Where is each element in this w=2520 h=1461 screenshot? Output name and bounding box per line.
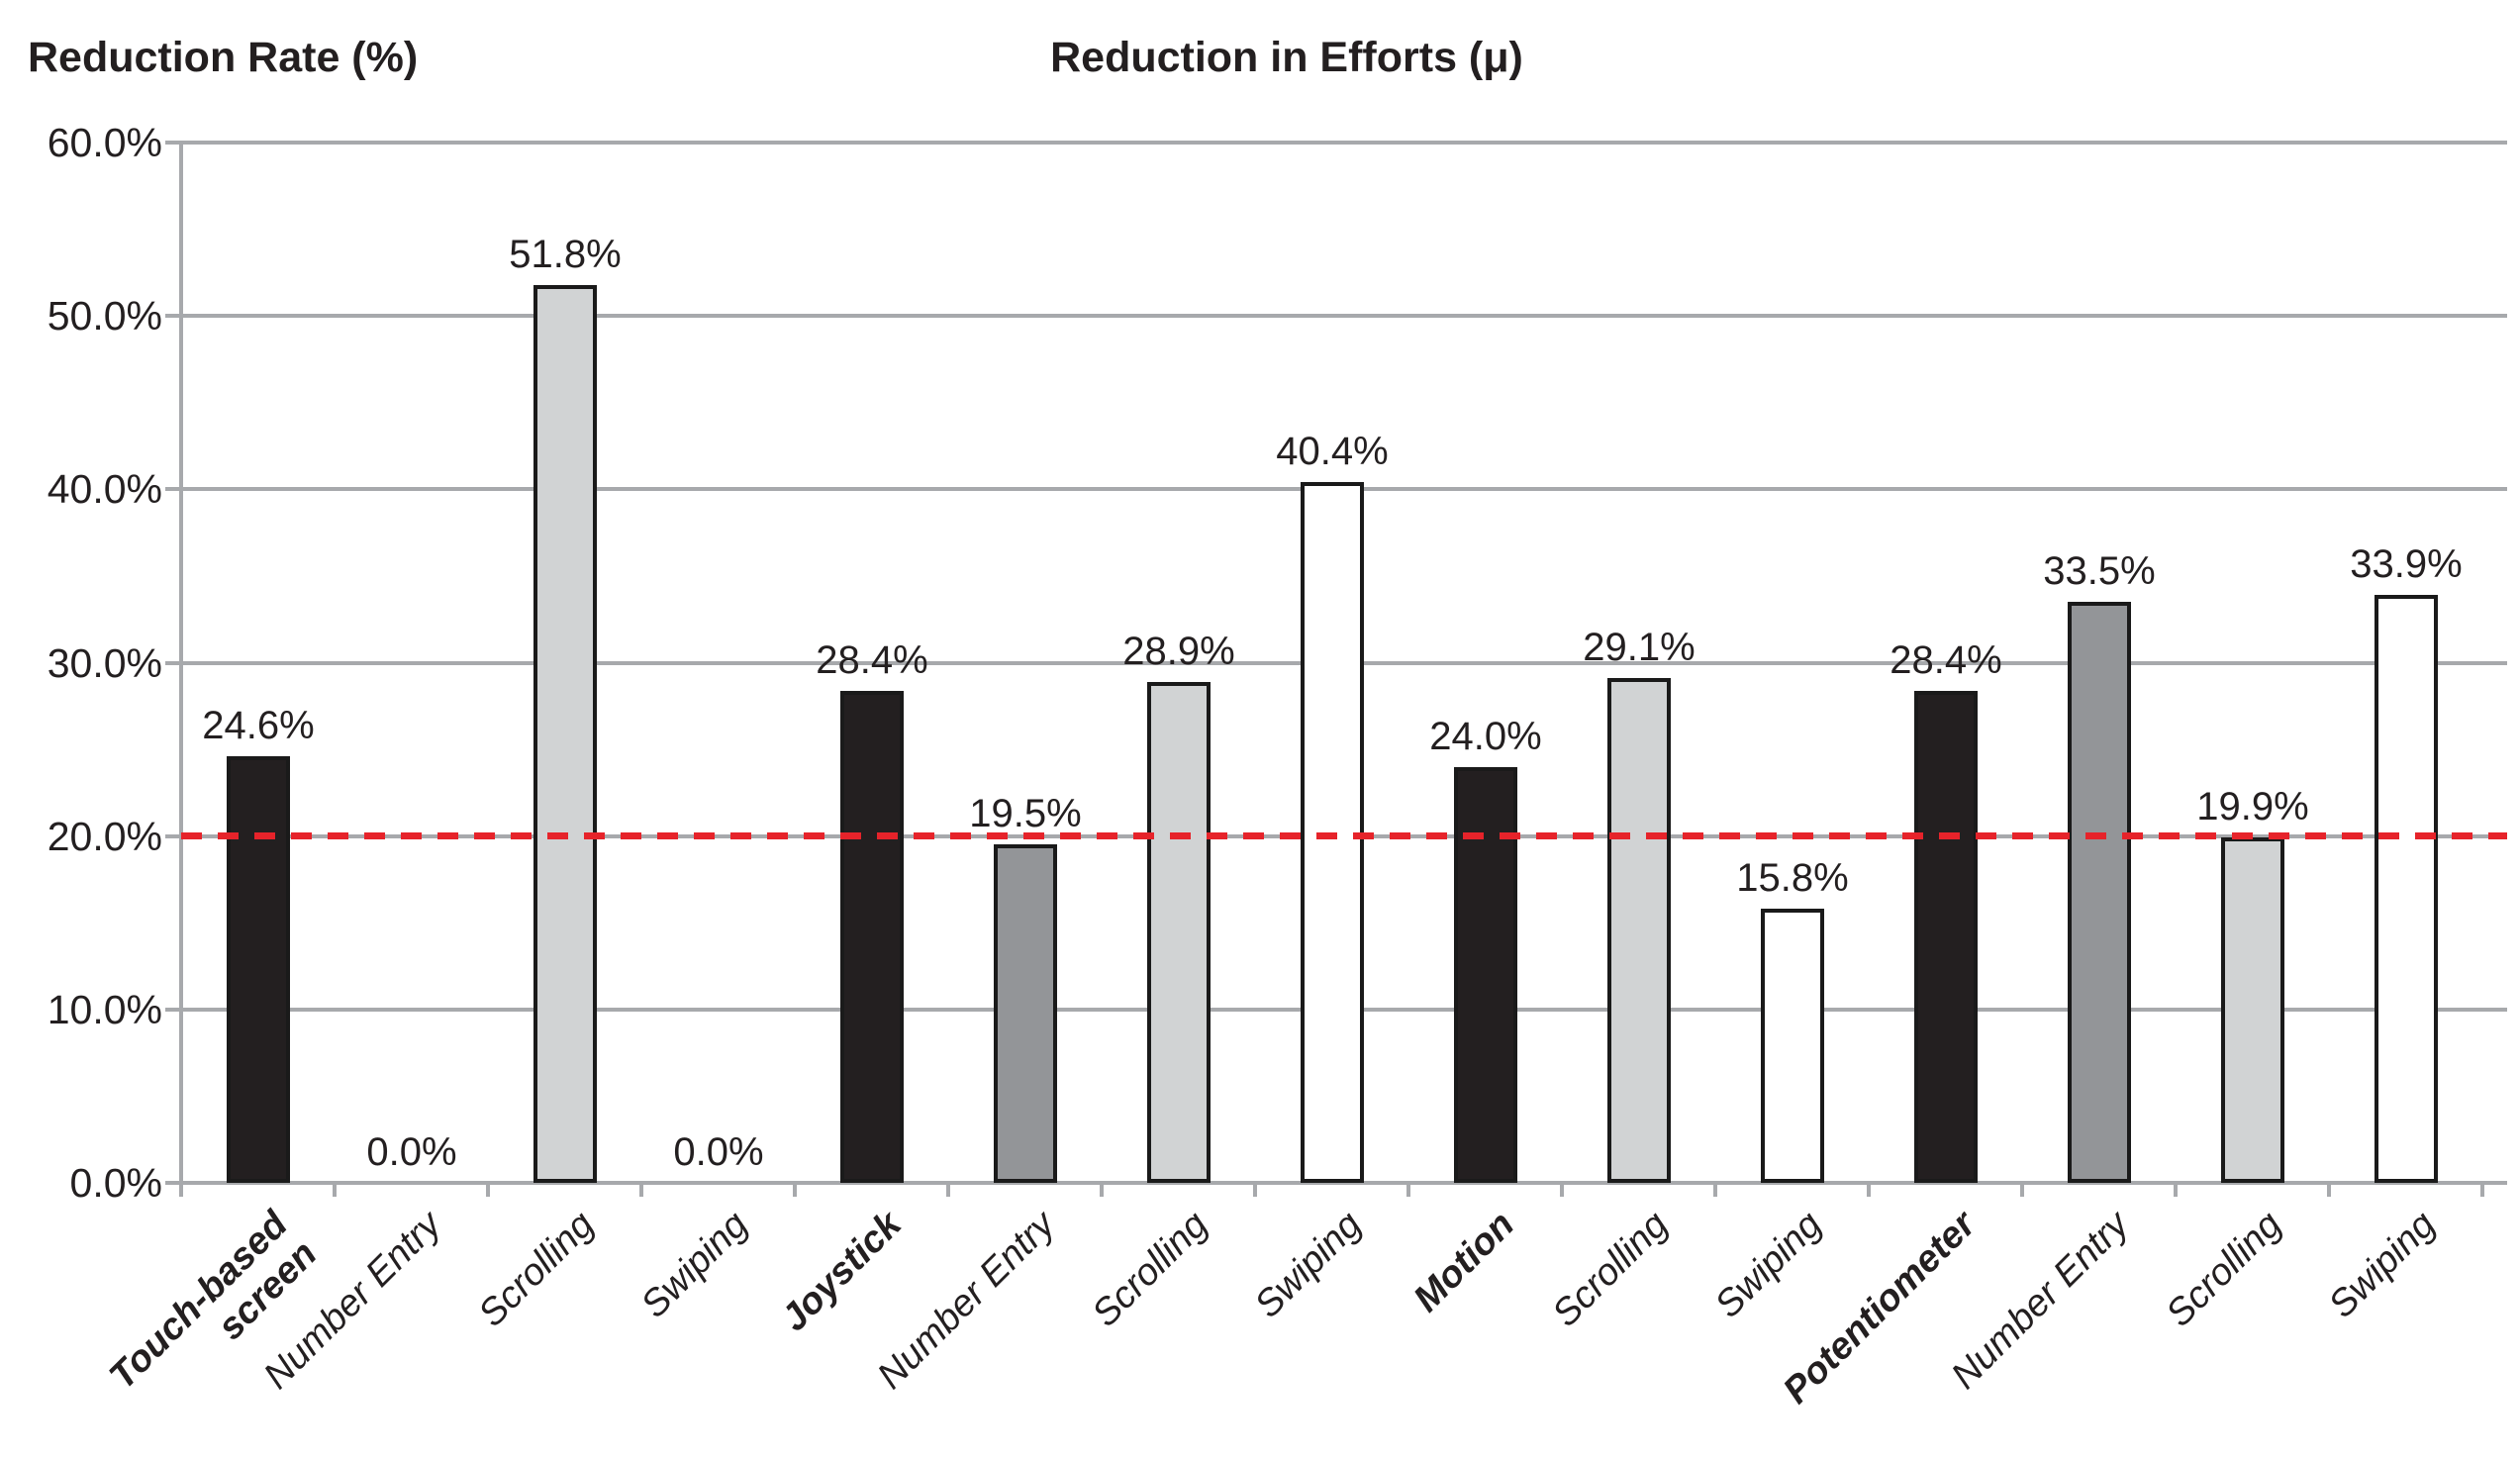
x-tick-label-anchor: Swiping: [595, 1204, 756, 1326]
y-axis-tick: [165, 1181, 181, 1185]
x-tick-label: Number Entry: [1943, 1204, 2137, 1398]
x-axis-tick: [1406, 1183, 1410, 1197]
x-axis-tick: [1713, 1183, 1717, 1197]
y-tick-label: 20.0%: [47, 814, 162, 859]
x-tick-label-anchor: Number Entry: [802, 1204, 1062, 1397]
y-tick-label: 60.0%: [47, 120, 162, 165]
x-axis-tick: [2174, 1183, 2178, 1197]
bar: [1914, 691, 1978, 1183]
bar-value-label: 33.9%: [2350, 542, 2463, 586]
bar-value-label: 0.0%: [366, 1130, 457, 1174]
gridline: [181, 1181, 2507, 1185]
bar-value-label: 19.9%: [2196, 785, 2309, 828]
x-tick-label-anchor: Swiping: [2282, 1204, 2444, 1326]
bar: [840, 691, 904, 1183]
bar: [2221, 837, 2284, 1183]
y-axis-tick: [165, 314, 181, 318]
bar: [1607, 678, 1671, 1183]
bar: [2375, 595, 2438, 1183]
x-axis-tick: [1253, 1183, 1257, 1197]
x-axis-tick: [2327, 1183, 2331, 1197]
x-tick-label-anchor: Scrolling: [429, 1204, 603, 1335]
bar: [1761, 909, 1824, 1183]
x-tick-label: Scrolling: [1084, 1204, 1216, 1335]
x-tick-label: Scrolling: [2158, 1204, 2290, 1335]
x-tick-label: Scrolling: [1544, 1204, 1677, 1335]
gridline: [181, 141, 2507, 145]
y-tick-label: 0.0%: [69, 1160, 162, 1206]
chart-title: Reduction in Efforts (μ): [1050, 34, 1523, 81]
y-tick-label: 40.0%: [47, 466, 162, 512]
bar-value-label: 28.4%: [1890, 638, 2002, 682]
x-axis-tick: [946, 1183, 950, 1197]
y-axis-tick: [165, 1008, 181, 1012]
bar-value-label: 19.5%: [969, 792, 1082, 835]
x-tick-label: Swiping: [2320, 1204, 2444, 1326]
x-axis-tick: [333, 1183, 337, 1197]
bar: [994, 844, 1057, 1183]
x-axis-tick: [486, 1183, 490, 1197]
bar-value-label: 24.6%: [202, 704, 315, 747]
y-axis-line: [179, 143, 183, 1197]
bar-value-label: 24.0%: [1429, 715, 1542, 758]
x-tick-label-anchor: Number Entry: [188, 1204, 448, 1397]
x-axis-tick: [793, 1183, 797, 1197]
x-tick-label-anchor: Swiping: [1209, 1204, 1370, 1326]
x-axis-tick: [1100, 1183, 1104, 1197]
x-axis-tick: [1867, 1183, 1871, 1197]
x-axis-tick: [2020, 1183, 2024, 1197]
bar-value-label: 51.8%: [509, 233, 622, 276]
x-tick-label-anchor: Scrolling: [2116, 1204, 2290, 1335]
x-tick-label: Scrolling: [470, 1204, 603, 1335]
bar-value-label: 15.8%: [1736, 856, 1849, 900]
y-axis-tick: [165, 661, 181, 665]
x-tick-label-anchor: Motion: [1370, 1204, 1523, 1320]
bar: [227, 756, 290, 1183]
bar-value-label: 0.0%: [673, 1130, 764, 1174]
y-axis-tick: [165, 487, 181, 491]
bar: [533, 285, 597, 1183]
y-tick-label: 10.0%: [47, 987, 162, 1032]
x-axis-tick: [639, 1183, 643, 1197]
x-axis-tick: [179, 1183, 183, 1197]
x-tick-label: Number Entry: [869, 1204, 1063, 1398]
bar-value-label: 28.4%: [816, 638, 928, 682]
bar: [1454, 767, 1517, 1183]
bar: [2068, 602, 2131, 1183]
x-tick-label-anchor: Number Entry: [1876, 1204, 2136, 1397]
gridline: [181, 314, 2507, 318]
y-tick-label: 30.0%: [47, 640, 162, 686]
x-axis-tick: [2480, 1183, 2484, 1197]
reference-line: [181, 832, 2507, 839]
bar-value-label: 29.1%: [1583, 626, 1696, 669]
bar-value-label: 40.4%: [1276, 430, 1389, 473]
bar-value-label: 33.5%: [2043, 549, 2156, 593]
x-axis-tick: [1560, 1183, 1564, 1197]
x-tick-label-anchor: Scrolling: [1502, 1204, 1677, 1335]
x-tick-label: Swiping: [1246, 1204, 1370, 1326]
x-tick-label-anchor: Scrolling: [1042, 1204, 1216, 1335]
y-tick-label: 50.0%: [47, 293, 162, 339]
bar-value-label: 28.9%: [1122, 630, 1235, 673]
y-axis-title: Reduction Rate (%): [28, 34, 419, 81]
y-axis-tick: [165, 834, 181, 838]
y-axis-tick: [165, 141, 181, 145]
bar: [1147, 682, 1211, 1183]
